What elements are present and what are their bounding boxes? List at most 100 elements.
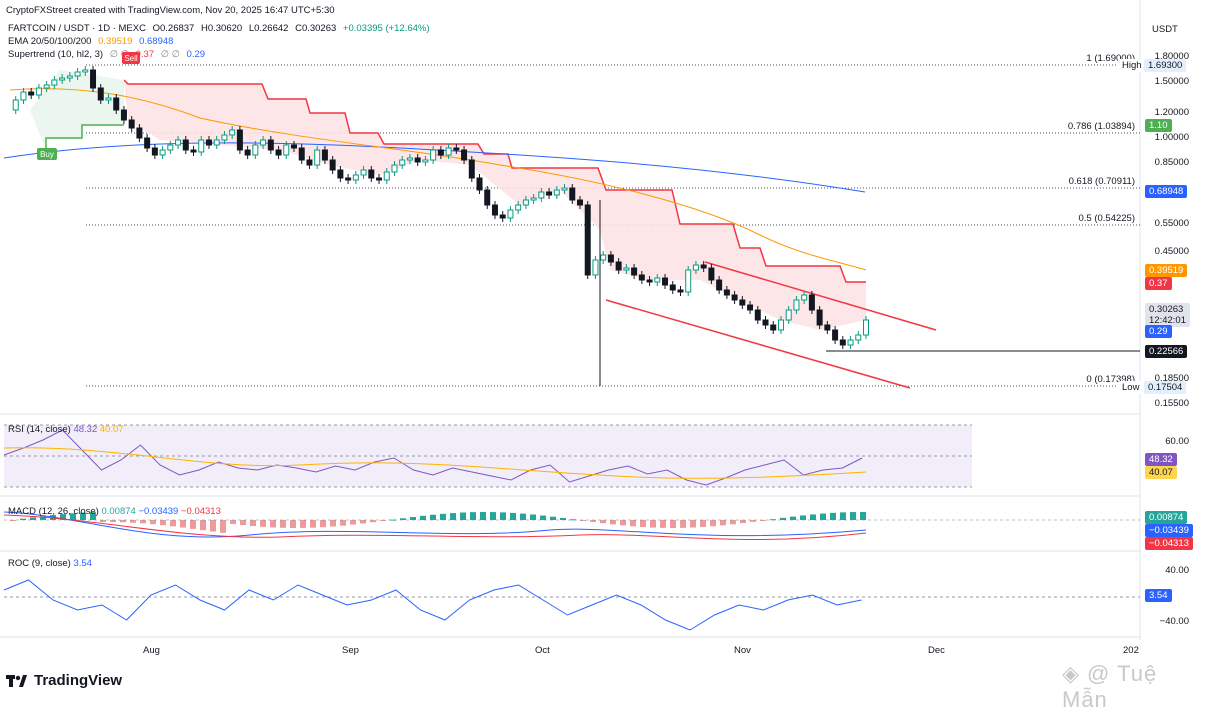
candle-body [252,144,259,156]
macd-histogram-bar [180,520,186,528]
macd-histogram-bar [150,520,156,525]
ema-orange-line [9,88,867,271]
candle-body [731,294,738,301]
macd-histogram-bar [440,513,446,520]
candle-body [368,169,375,179]
macd-legend[interactable]: MACD (12, 26, close) 0.00874 −0.03439 −0… [8,506,221,517]
fib-level-label: 0.786 (1.03894) [1067,121,1135,132]
candle-body [777,319,784,331]
candle-body [190,149,197,153]
macd-histogram-bar [20,518,26,520]
candle-body [329,159,336,171]
brand-name: TradingView [34,672,123,689]
candle-body [445,147,452,156]
candle-body [306,159,313,166]
candle-body [151,147,158,156]
supertrend-green-line [45,124,124,150]
macd-histogram-bar [300,520,306,528]
candle-body [824,324,831,331]
fib-level-label: 0 (0.17398) [1086,374,1135,385]
macd-histogram-bar [190,520,196,529]
candle-body [406,157,413,161]
candle-body [584,204,591,276]
candle-body [530,197,537,201]
macd-histogram-bar [720,520,726,526]
rsi-label: RSI (14, close) [8,424,71,435]
macd-histogram-bar [280,520,286,528]
price-axis-label: 0.55000 [1154,218,1189,229]
candle-body [35,87,42,96]
macd-histogram-bar [420,515,426,520]
candle-body [793,299,800,311]
price-axis-label: 1.20000 [1154,107,1189,118]
symbol-line: FARTCOIN / USDT · 1D · MEXC O0.26837 H0.… [8,23,434,34]
candle-body [708,267,715,281]
candle-body [685,269,692,293]
candle-body [553,189,560,196]
supertrend-line[interactable]: Supertrend (10, hl2, 3) ∅ ∅ 0.37 ∅ ∅ 0.2… [8,49,209,60]
ema-line[interactable]: EMA 20/50/100/200 0.39519 0.68948 [8,36,177,47]
macd-histogram-bar [770,519,776,521]
roc-label: ROC (9, close) [8,558,71,569]
roc-legend[interactable]: ROC (9, close) 3.54 [8,558,92,569]
tradingview-logo-icon [6,674,27,687]
macd-label: MACD (12, 26, close) [8,506,99,517]
candle-body [175,139,182,146]
macd-histogram-bar [610,520,616,525]
macd-histogram-bar [650,520,656,528]
watermark: ◈ @ Tuệ Mẫn [1062,661,1207,713]
candle-body [499,214,506,219]
macd-histogram-bar [480,512,486,520]
macd-histogram-bar [320,520,326,528]
ema-label: EMA 20/50/100/200 [8,36,92,47]
candle-body [113,97,120,111]
candle-body [244,149,251,156]
fib-level-label: 0.5 (0.54225) [1078,213,1135,224]
macd-histogram-bar [790,516,796,520]
candle-body [669,284,676,291]
candle-body [352,174,359,181]
candle-body [90,69,97,89]
macd-histogram-bar [220,520,226,533]
candle-body [383,171,390,181]
macd-histogram-bar [40,516,46,520]
candle-body [855,334,862,341]
candle-body [468,159,475,179]
candle-body [20,91,27,101]
rsi-legend[interactable]: RSI (14, close) 48.32 40.07 [8,424,124,435]
candle-body [144,137,151,149]
candle-body [692,264,699,271]
macd-tag: −0.03439 [1145,524,1193,537]
candle-body [291,144,297,149]
candle-body [770,324,777,331]
supertrend-label: Supertrend (10, hl2, 3) [8,49,104,60]
price-axis-label: 0.45000 [1154,246,1189,257]
candle-body [28,91,35,96]
x-label-next-year: 202 [1123,645,1139,656]
macd-histogram-bar [460,512,466,520]
ohlc-high: H0.30620 [200,23,243,34]
macd-signal-tag: −0.04313 [1145,537,1193,550]
macd-histogram-bar [540,515,546,520]
macd-histogram-bar [600,520,606,524]
candle-body [159,149,166,156]
macd-histogram-bar [710,520,716,527]
price-axis-label: 1.00000 [1154,132,1189,143]
roc-value: 3.54 [73,558,92,569]
ema-value-2: 0.68948 [139,36,174,47]
macd-histogram-bar [850,512,856,520]
candle-body [229,129,236,136]
support-tag: 0.22566 [1145,345,1188,358]
tradingview-logo[interactable]: TradingView [6,672,122,689]
macd-histogram-bar [250,520,256,527]
candle-body [360,169,367,176]
macd-hist-value: 0.00874 [101,506,136,517]
symbol-title[interactable]: FARTCOIN / USDT · 1D · MEXC [8,23,146,34]
candle-body [221,134,228,141]
fib-tag: 1.10 [1145,119,1172,132]
sell-signal [122,52,140,64]
currency-label: USDT [1152,24,1178,35]
candle-body [546,191,553,196]
macd-histogram-bar [430,514,436,520]
